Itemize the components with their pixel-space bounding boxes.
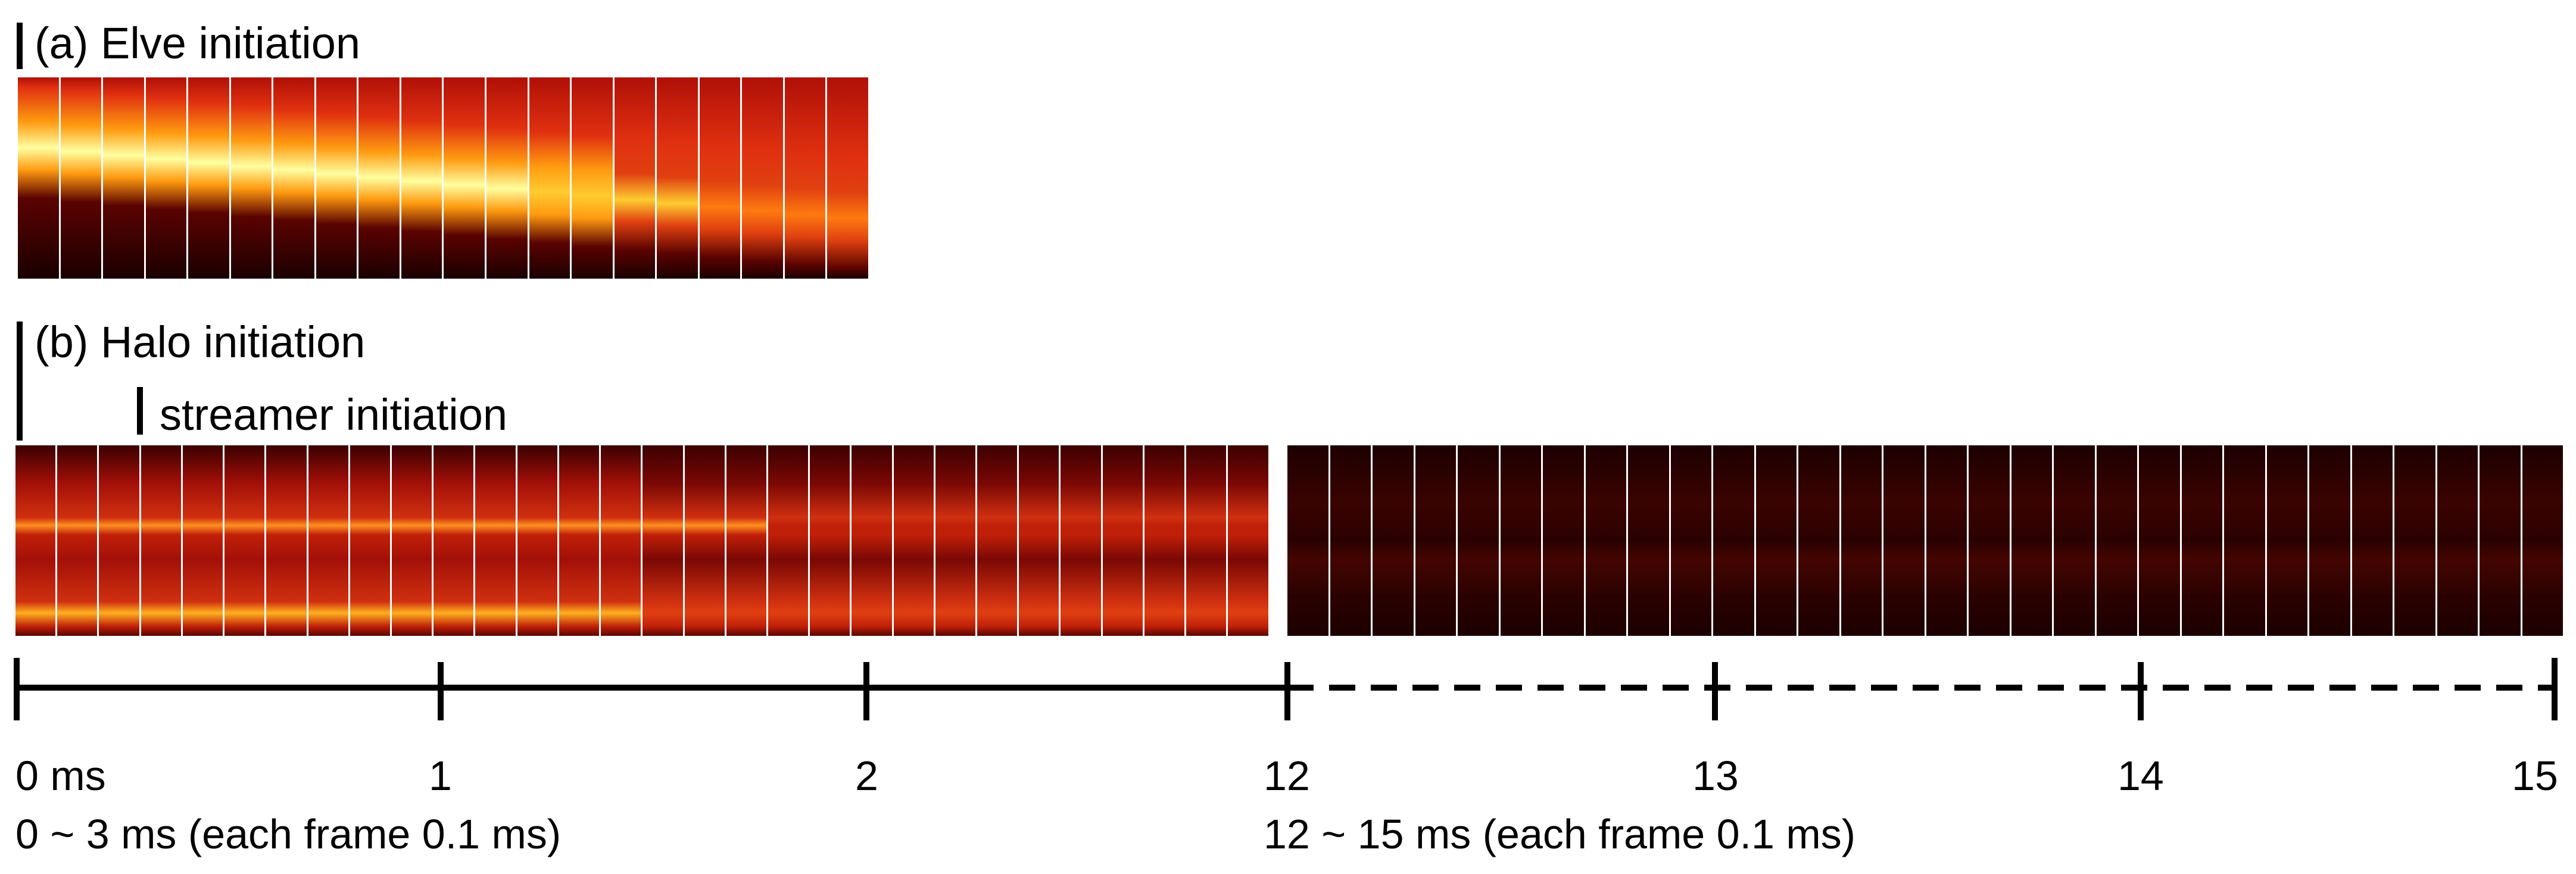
halo-early-frame-23 bbox=[935, 445, 976, 636]
halo-early-frame-9 bbox=[350, 445, 390, 636]
tick-label-1: 1 bbox=[429, 753, 452, 799]
elve-frame-3 bbox=[103, 77, 144, 279]
range-label-0-3ms: 0 ~ 3 ms (each frame 0.1 ms) bbox=[15, 811, 562, 857]
halo-early-frame-24 bbox=[977, 445, 1018, 636]
halo-late-frame-5 bbox=[1458, 445, 1499, 636]
halo-late-frame-1 bbox=[1287, 445, 1328, 636]
halo-early-frame-27 bbox=[1102, 445, 1143, 636]
tick-label-12: 12 bbox=[1264, 753, 1310, 799]
halo-late-frame-11 bbox=[1713, 445, 1754, 636]
tick-label-0ms: 0 ms bbox=[15, 753, 106, 799]
tick-label-15: 15 bbox=[2512, 753, 2558, 799]
halo-early-frame-18 bbox=[726, 445, 766, 636]
halo-early-frame-20 bbox=[810, 445, 850, 636]
halo-early-frame-12 bbox=[475, 445, 516, 636]
elve-frame-4 bbox=[145, 77, 187, 279]
halo-early-frame-13 bbox=[517, 445, 557, 636]
halo-late-frame-21 bbox=[2139, 445, 2180, 636]
halo-late-frame-9 bbox=[1628, 445, 1669, 636]
halo-late-frame-24 bbox=[2266, 445, 2307, 636]
elve-frame-8 bbox=[316, 77, 357, 279]
halo-late-frame-26 bbox=[2352, 445, 2393, 636]
halo-late-frame-14 bbox=[1841, 445, 1882, 636]
streamer-initiation-marker bbox=[137, 387, 143, 435]
halo-late-frame-17 bbox=[1969, 445, 2010, 636]
elve-frame-12 bbox=[486, 77, 528, 279]
halo-early-frame-2 bbox=[57, 445, 98, 636]
elve-frame-19 bbox=[784, 77, 826, 279]
halo-late-frame-15 bbox=[1883, 445, 1925, 636]
halo-early-frame-28 bbox=[1144, 445, 1185, 636]
halo-early-frame-11 bbox=[434, 445, 474, 636]
halo-late-frame-12 bbox=[1755, 445, 1797, 636]
tick-label-13: 13 bbox=[1692, 753, 1739, 799]
halo-late-frame-8 bbox=[1585, 445, 1626, 636]
halo-late-frame-10 bbox=[1670, 445, 1711, 636]
elve-frame-1 bbox=[18, 77, 59, 279]
halo-early-frame-6 bbox=[224, 445, 265, 636]
halo-late-frame-13 bbox=[1798, 445, 1839, 636]
elve-frame-9 bbox=[358, 77, 400, 279]
halo-early-frame-14 bbox=[559, 445, 600, 636]
halo-early-frame-7 bbox=[266, 445, 307, 636]
panel-a-title: (a) Elve initiation bbox=[35, 18, 361, 68]
elve-frame-5 bbox=[188, 77, 229, 279]
elve-frame-10 bbox=[401, 77, 442, 279]
halo-late-frame-16 bbox=[1926, 445, 1967, 636]
halo-early-frame-21 bbox=[852, 445, 892, 636]
halo-early-frame-25 bbox=[1019, 445, 1059, 636]
elve-frame-17 bbox=[699, 77, 741, 279]
elve-frame-18 bbox=[742, 77, 783, 279]
elve-frame-11 bbox=[444, 77, 485, 279]
elve-frame-14 bbox=[572, 77, 613, 279]
halo-late-frame-22 bbox=[2181, 445, 2222, 636]
halo-early-frame-5 bbox=[182, 445, 223, 636]
halo-early-frame-15 bbox=[601, 445, 641, 636]
halo-early-frame-1 bbox=[15, 445, 56, 636]
halo-early-frame-22 bbox=[893, 445, 934, 636]
halo-late-frame-30 bbox=[2522, 445, 2563, 636]
halo-late-frame-27 bbox=[2394, 445, 2435, 636]
halo-early-frame-8 bbox=[308, 445, 348, 636]
streamer-initiation-label: streamer initiation bbox=[160, 390, 508, 439]
elve-frame-6 bbox=[230, 77, 272, 279]
halo-early-frame-19 bbox=[768, 445, 809, 636]
panel-a-marker-bar bbox=[17, 23, 23, 69]
halo-late-frame-25 bbox=[2309, 445, 2350, 636]
panel-b-title: (b) Halo initiation bbox=[35, 317, 366, 367]
elve-frame-2 bbox=[60, 77, 102, 279]
halo-early-frame-4 bbox=[141, 445, 181, 636]
halo-late-frame-2 bbox=[1330, 445, 1371, 636]
halo-late-frame-20 bbox=[2096, 445, 2137, 636]
halo-late-frame-4 bbox=[1415, 445, 1456, 636]
halo-frame-strip-0-3ms bbox=[15, 445, 1268, 636]
halo-late-frame-7 bbox=[1543, 445, 1584, 636]
halo-late-frame-29 bbox=[2480, 445, 2521, 636]
halo-late-frame-23 bbox=[2224, 445, 2265, 636]
halo-late-frame-6 bbox=[1500, 445, 1541, 636]
halo-frame-strip-12-15ms bbox=[1287, 445, 2563, 636]
halo-early-frame-10 bbox=[391, 445, 432, 636]
halo-late-frame-18 bbox=[2011, 445, 2052, 636]
halo-late-frame-19 bbox=[2054, 445, 2095, 636]
tick-label-2: 2 bbox=[855, 753, 878, 799]
halo-early-frame-29 bbox=[1186, 445, 1227, 636]
elve-frame-16 bbox=[657, 77, 698, 279]
halo-early-frame-26 bbox=[1061, 445, 1101, 636]
halo-early-frame-3 bbox=[99, 445, 139, 636]
halo-early-frame-30 bbox=[1228, 445, 1268, 636]
elve-frame-13 bbox=[529, 77, 570, 279]
halo-late-frame-28 bbox=[2437, 445, 2478, 636]
elve-frame-strip bbox=[18, 77, 868, 279]
halo-late-frame-3 bbox=[1373, 445, 1414, 636]
halo-early-frame-16 bbox=[643, 445, 683, 636]
tick-label-14: 14 bbox=[2117, 753, 2164, 799]
elve-frame-7 bbox=[273, 77, 314, 279]
range-label-12-15ms: 12 ~ 15 ms (each frame 0.1 ms) bbox=[1264, 811, 1856, 857]
elve-frame-20 bbox=[827, 77, 868, 279]
panel-b-marker-bar bbox=[17, 321, 23, 441]
halo-early-frame-17 bbox=[684, 445, 725, 636]
elve-frame-15 bbox=[614, 77, 656, 279]
